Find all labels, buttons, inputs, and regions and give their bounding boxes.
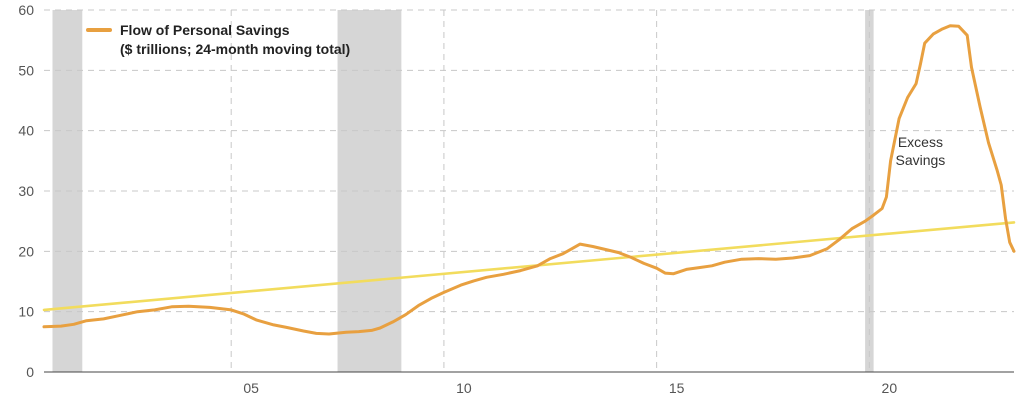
x-tick-label-10: 10 bbox=[456, 380, 472, 396]
legend: Flow of Personal Savings ($ trillions; 2… bbox=[86, 22, 350, 57]
x-tick-label-05: 05 bbox=[243, 380, 259, 396]
y-tick-labels: 0 10 20 30 40 50 60 bbox=[18, 2, 34, 380]
trend-line bbox=[42, 221, 1016, 312]
annotation-line2: Savings bbox=[895, 152, 945, 168]
y-tick-label-10: 10 bbox=[18, 304, 34, 320]
x-tick-label-20: 20 bbox=[882, 380, 898, 396]
y-tick-label-30: 30 bbox=[18, 183, 34, 199]
x-tick-labels: 05 10 15 20 bbox=[243, 380, 897, 396]
personal-savings-line bbox=[42, 24, 1016, 336]
y-tick-label-40: 40 bbox=[18, 123, 34, 139]
y-tick-label-0: 0 bbox=[26, 364, 34, 380]
recession-band-2 bbox=[337, 10, 402, 372]
excess-savings-annotation: Excess Savings bbox=[895, 134, 945, 168]
series-lines bbox=[42, 24, 1016, 336]
x-tick-label-15: 15 bbox=[669, 380, 685, 396]
y-tick-label-20: 20 bbox=[18, 243, 34, 259]
legend-label-line2: ($ trillions; 24-month moving total) bbox=[120, 41, 350, 57]
legend-label-line1: Flow of Personal Savings bbox=[120, 22, 290, 38]
annotation-line1: Excess bbox=[898, 134, 943, 150]
gridlines bbox=[44, 9, 1014, 372]
y-tick-label-60: 60 bbox=[18, 2, 34, 18]
y-tick-label-50: 50 bbox=[18, 62, 34, 78]
